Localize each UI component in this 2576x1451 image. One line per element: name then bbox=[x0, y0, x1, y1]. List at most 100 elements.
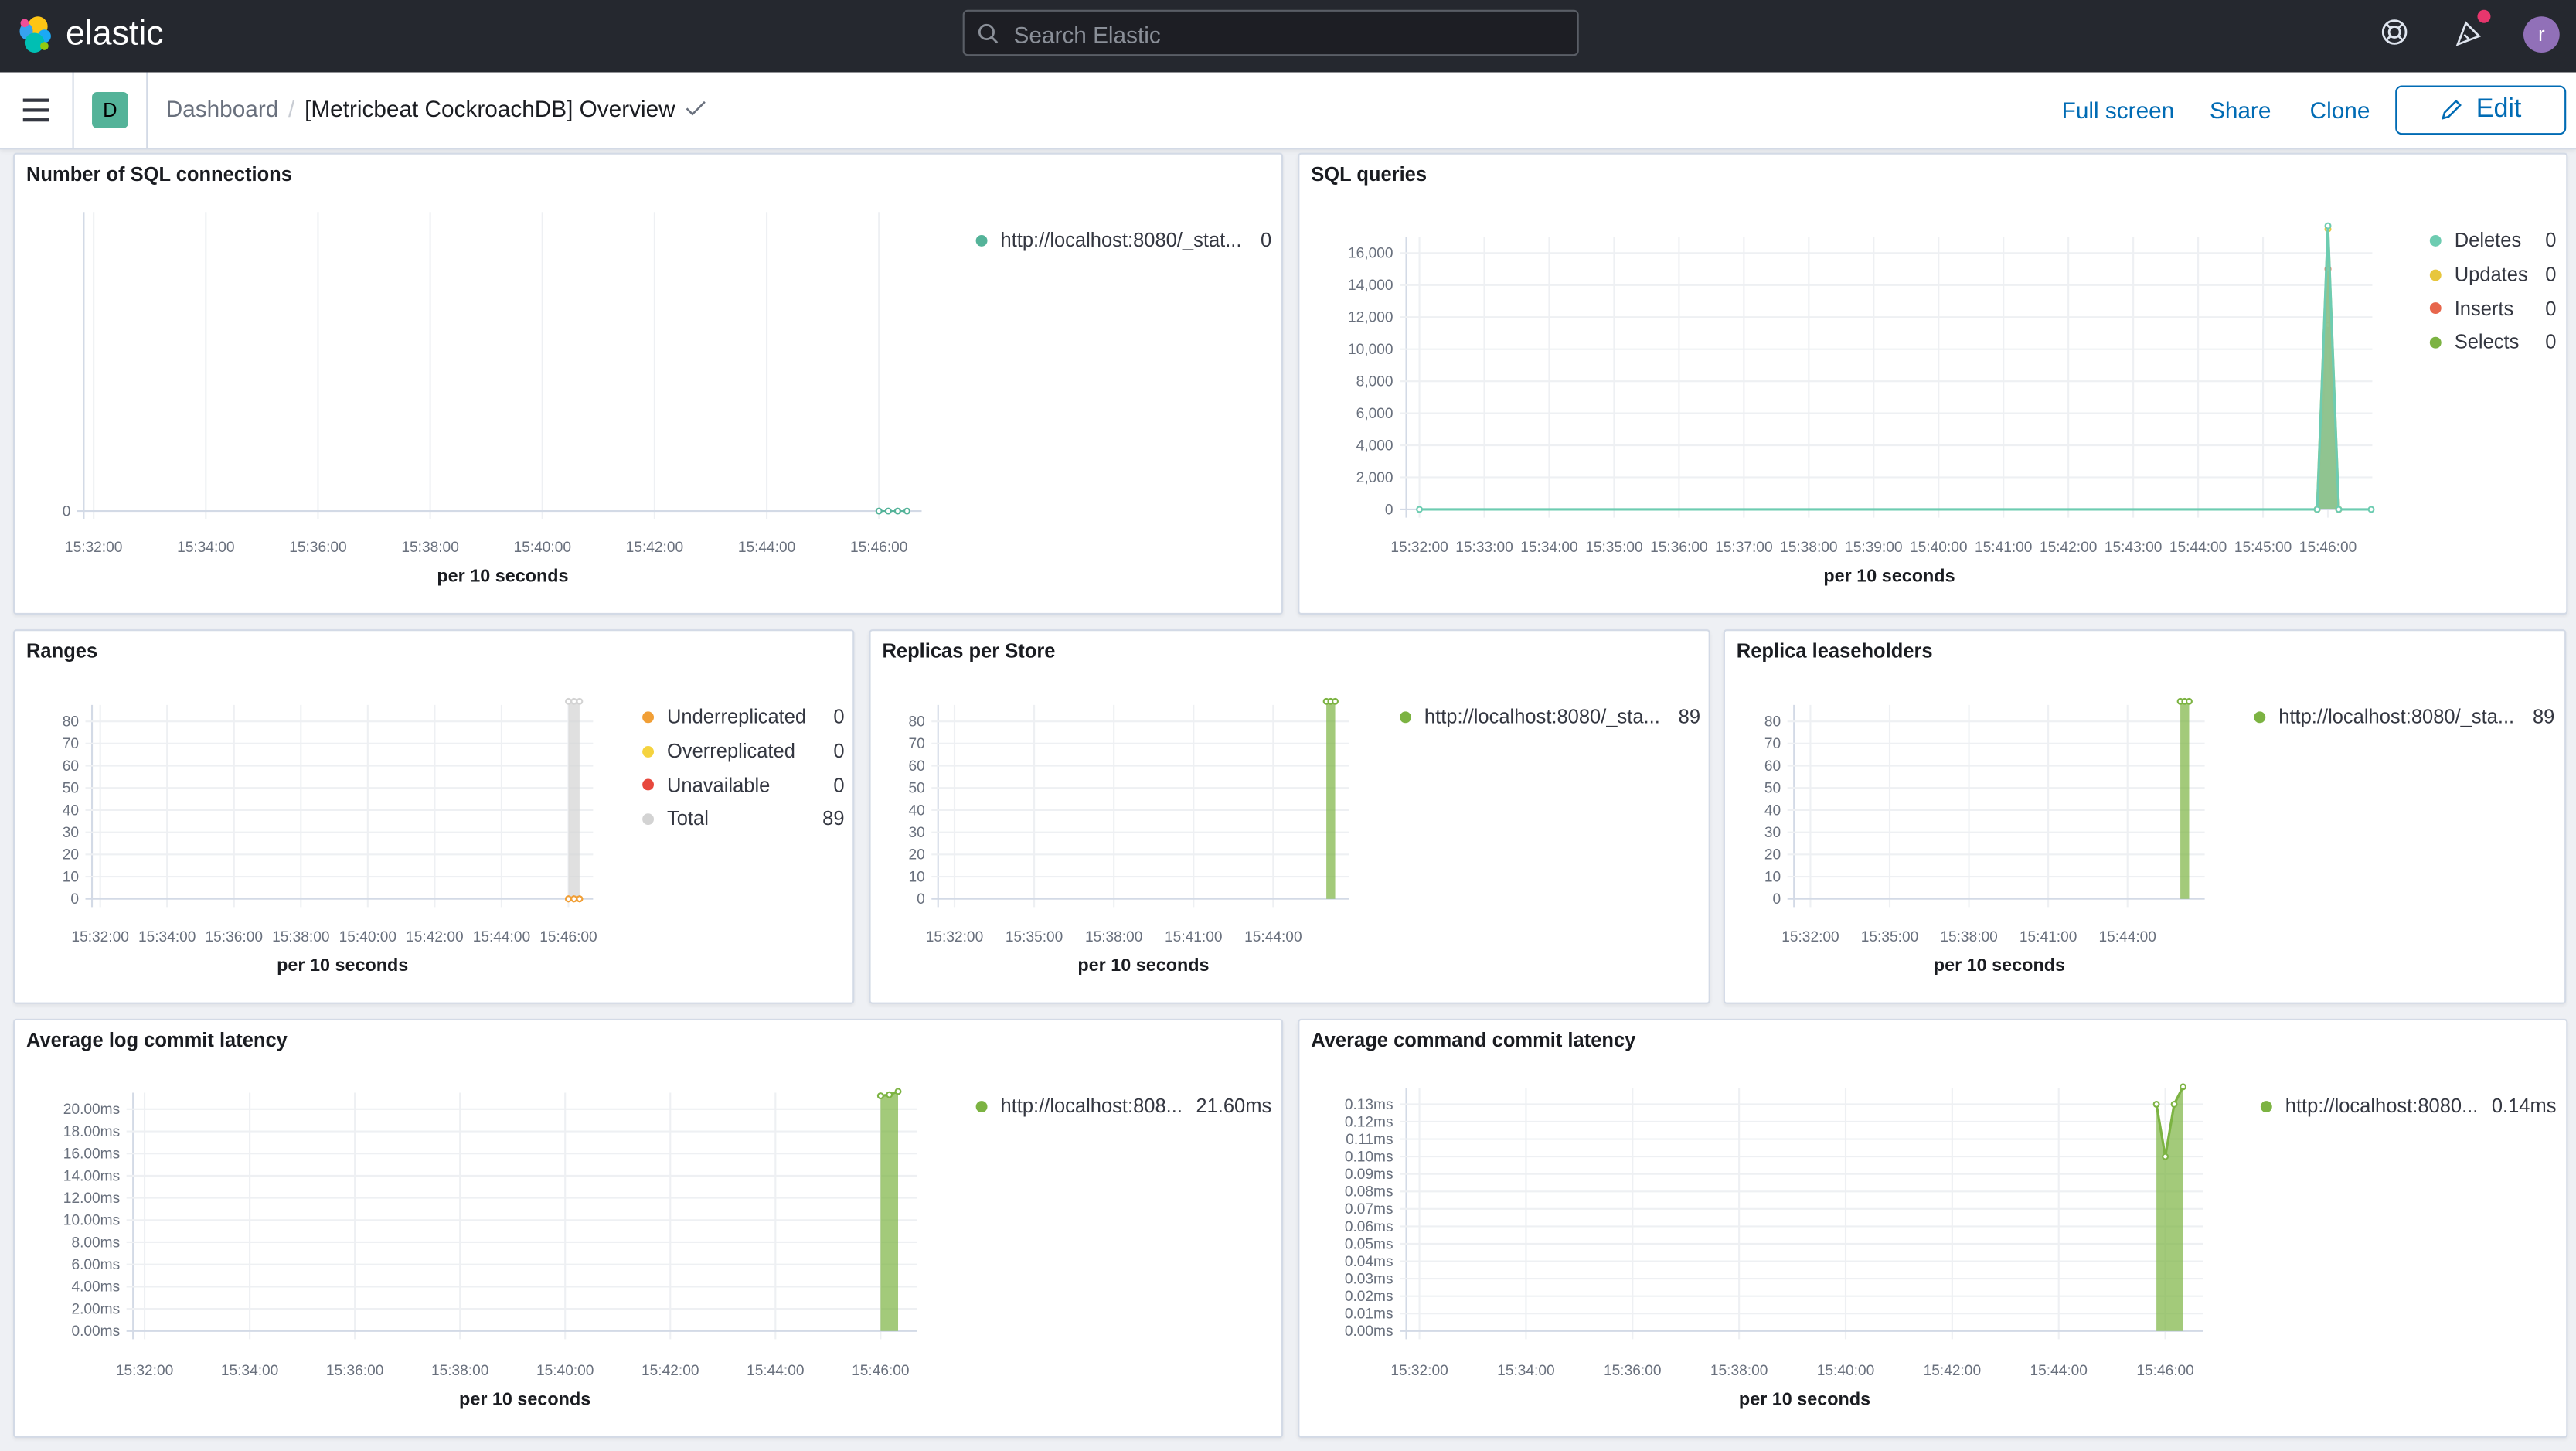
y-tick-label: 50 bbox=[908, 781, 924, 797]
panel-title: Average log commit latency bbox=[26, 1028, 288, 1052]
x-tick-label: 15:41:00 bbox=[2020, 929, 2077, 945]
newsfeed-icon[interactable] bbox=[2455, 18, 2484, 47]
full-screen-button[interactable]: Full screen bbox=[2061, 97, 2175, 124]
y-tick-label: 6.00ms bbox=[71, 1257, 120, 1273]
legend-label: http://localhost:8080/_stat... bbox=[1000, 229, 1242, 252]
x-axis-label: per 10 seconds bbox=[277, 955, 408, 975]
y-tick-label: 70 bbox=[908, 736, 924, 752]
y-tick-label: 20 bbox=[908, 847, 924, 863]
x-tick-label: 15:44:00 bbox=[738, 540, 795, 556]
breadcrumb-dashboard[interactable]: Dashboard bbox=[165, 95, 279, 122]
visualization-panel[interactable]: Replica leaseholders 15:32:00 15:35:00 15:3… bbox=[1723, 629, 2567, 1004]
data-point bbox=[1332, 697, 1339, 705]
series-line bbox=[2155, 1086, 2184, 1157]
y-tick-label: 70 bbox=[1764, 736, 1781, 752]
legend-label: Updates bbox=[2454, 263, 2528, 286]
legend-item[interactable]: Unavailable 0 bbox=[642, 768, 845, 802]
legend-item[interactable]: Inserts 0 bbox=[2429, 291, 2557, 325]
y-tick-label: 80 bbox=[63, 714, 79, 731]
x-tick-label: 15:40:00 bbox=[536, 1363, 594, 1379]
legend-item[interactable]: Underreplicated 0 bbox=[642, 700, 845, 734]
y-tick-label: 2,000 bbox=[1356, 470, 1393, 486]
legend-label: http://localhost:8080... bbox=[2285, 1095, 2479, 1119]
legend-item[interactable]: Overreplicated 0 bbox=[642, 734, 845, 768]
x-tick-label: 15:42:00 bbox=[1924, 1363, 1981, 1379]
y-tick-label: 20.00ms bbox=[63, 1102, 120, 1118]
search-input[interactable] bbox=[1010, 11, 1560, 58]
legend: Deletes 0 Updates 0 Inserts 0 Selects 0 bbox=[2429, 223, 2557, 359]
legend-item[interactable]: http://localhost:8080/_sta... 89 bbox=[2254, 700, 2554, 734]
data-point bbox=[570, 895, 578, 903]
visualization-panel[interactable]: Average command commit latency 15:32:00 15… bbox=[1298, 1018, 2568, 1438]
breadcrumb-separator: / bbox=[288, 95, 295, 122]
series-area bbox=[568, 701, 580, 899]
data-point bbox=[576, 697, 584, 705]
space-badge[interactable]: D bbox=[92, 92, 128, 128]
visualization-panel[interactable]: Number of SQL connections 15:32:00 15:34:0… bbox=[13, 152, 1284, 615]
visualization-panel[interactable]: Replicas per Store 15:32:00 15:35:00 15:38:… bbox=[869, 629, 1710, 1004]
legend-value: 89 bbox=[1678, 705, 1701, 729]
legend-item[interactable]: Total 89 bbox=[642, 802, 845, 836]
help-icon[interactable] bbox=[2380, 18, 2408, 46]
legend-item[interactable]: http://localhost:8080/_stat... 0 bbox=[975, 223, 1271, 257]
chart: 15:32:00 15:33:00 15:34:00 15:35:00 15:36:00… bbox=[1348, 222, 2375, 585]
legend-item[interactable]: Selects 0 bbox=[2429, 325, 2556, 359]
x-tick-label: 15:34:00 bbox=[138, 929, 196, 945]
y-tick-label: 2.00ms bbox=[71, 1301, 120, 1317]
menu-icon[interactable] bbox=[22, 98, 49, 128]
chart: 15:32:00 15:34:00 15:36:00 15:38:00 15:40:00… bbox=[63, 1088, 917, 1408]
data-point bbox=[2335, 506, 2343, 513]
share-button[interactable]: Share bbox=[2209, 97, 2271, 124]
legend-label: http://localhost:8080/_sta... bbox=[1424, 705, 1660, 729]
y-tick-label: 0.10ms bbox=[1345, 1150, 1393, 1166]
legend: http://localhost:8080... 0.14ms bbox=[2260, 1089, 2556, 1123]
elastic-logo[interactable]: elastic bbox=[16, 15, 164, 54]
y-tick-label: 0.06ms bbox=[1345, 1219, 1393, 1235]
y-tick-label: 0 bbox=[1773, 891, 1781, 908]
visualization-panel[interactable]: SQL queries 15:32:00 15:33:00 15:34:00 15:35… bbox=[1298, 152, 2568, 615]
x-tick-label: 15:32:00 bbox=[1390, 1363, 1448, 1379]
x-tick-label: 15:32:00 bbox=[1781, 929, 1839, 945]
legend-value: 0 bbox=[833, 705, 845, 729]
y-tick-label: 10.00ms bbox=[63, 1213, 120, 1229]
clone-button[interactable]: Clone bbox=[2309, 97, 2370, 124]
visualization-panel[interactable]: Average log commit latency 15:32:00 15:34:… bbox=[13, 1018, 1284, 1438]
legend-color-dot bbox=[2260, 1100, 2272, 1112]
legend-item[interactable]: Updates 0 bbox=[2429, 257, 2556, 291]
chart: 15:32:00 15:34:00 15:36:00 15:38:00 15:40:00… bbox=[63, 697, 597, 975]
x-tick-label: 15:38:00 bbox=[431, 1363, 488, 1379]
x-tick-label: 15:36:00 bbox=[206, 929, 263, 945]
legend-item[interactable]: Deletes 0 bbox=[2429, 223, 2556, 257]
y-tick-label: 8.00ms bbox=[71, 1235, 120, 1251]
user-avatar[interactable]: r bbox=[2523, 16, 2560, 53]
y-tick-label: 70 bbox=[63, 736, 79, 752]
legend-color-dot bbox=[2429, 336, 2442, 349]
x-tick-label: 15:44:00 bbox=[2098, 929, 2156, 945]
visualization-panel[interactable]: Ranges 15:32:00 15:34:00 15:36:00 15:38:00 15… bbox=[13, 629, 855, 1004]
legend-item[interactable]: http://localhost:8080/_sta... 89 bbox=[1400, 700, 1700, 734]
y-tick-label: 60 bbox=[1764, 758, 1781, 775]
y-tick-label: 0.00ms bbox=[71, 1323, 120, 1340]
y-tick-label: 0.11ms bbox=[1346, 1132, 1393, 1148]
data-point bbox=[2180, 1083, 2187, 1091]
data-point bbox=[875, 507, 883, 515]
legend-label: Underreplicated bbox=[667, 705, 807, 729]
edit-button[interactable]: Edit bbox=[2395, 85, 2567, 135]
y-tick-label: 60 bbox=[63, 758, 79, 775]
y-tick-label: 12,000 bbox=[1348, 310, 1393, 326]
x-tick-label: 15:38:00 bbox=[272, 929, 329, 945]
legend-item[interactable]: http://localhost:8080... 0.14ms bbox=[2260, 1089, 2556, 1123]
x-tick-label: 15:46:00 bbox=[852, 1363, 909, 1379]
x-tick-label: 15:43:00 bbox=[2105, 540, 2162, 556]
legend-label: Total bbox=[667, 807, 709, 831]
x-tick-label: 15:33:00 bbox=[1455, 540, 1513, 556]
search-box[interactable] bbox=[962, 9, 1579, 58]
x-tick-label: 15:39:00 bbox=[1845, 540, 1902, 556]
legend-label: Selects bbox=[2454, 331, 2520, 354]
x-tick-label: 15:42:00 bbox=[641, 1363, 699, 1379]
divider bbox=[146, 72, 148, 148]
legend: http://localhost:8080/_sta... 89 bbox=[2254, 700, 2554, 734]
legend-value: 0 bbox=[2545, 297, 2557, 320]
legend-item[interactable]: http://localhost:808... 21.60ms bbox=[975, 1089, 1271, 1123]
